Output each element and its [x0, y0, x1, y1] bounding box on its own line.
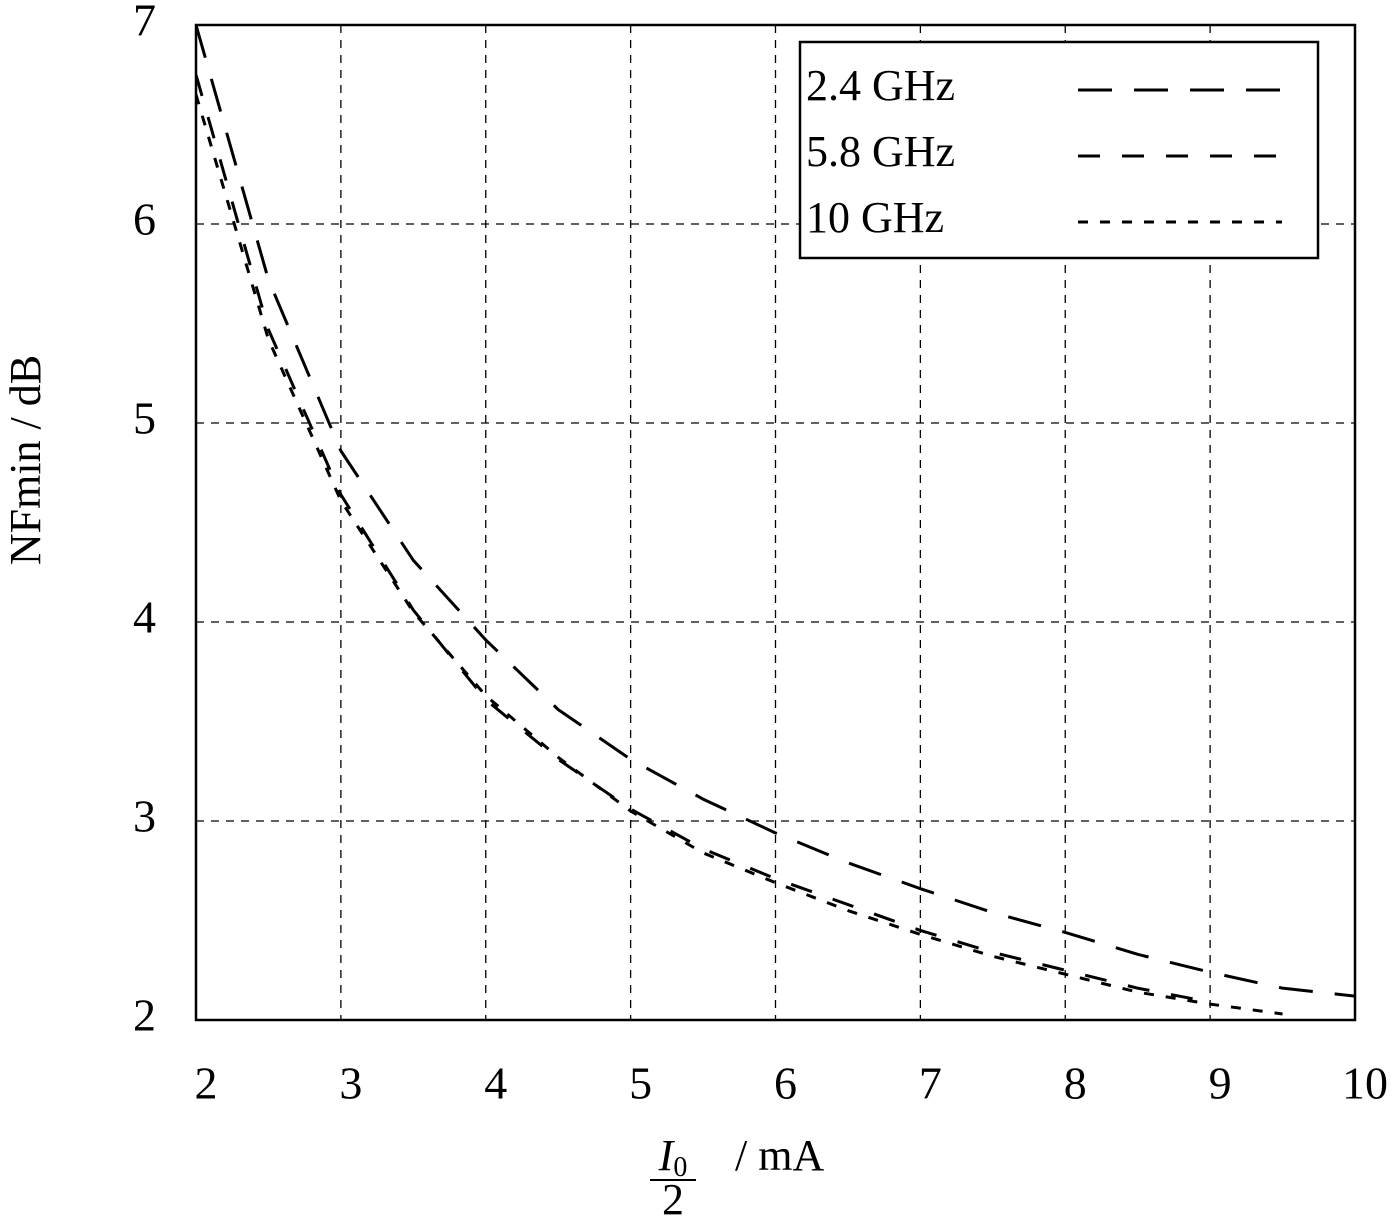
- y-tick-label: 5: [133, 393, 156, 444]
- series-line: [196, 94, 1283, 1016]
- x-tick-label: 4: [484, 1058, 507, 1109]
- x-tick-label: 3: [339, 1058, 362, 1109]
- y-tick-label: 3: [133, 791, 156, 842]
- x-label-unit: / mA: [735, 1131, 824, 1180]
- series-line: [196, 25, 1355, 998]
- plot-frame: [194, 23, 1357, 1022]
- y-axis-label: NFmin / dB: [1, 355, 50, 565]
- x-label-subscript: 0: [673, 1152, 687, 1183]
- series-line: [196, 74, 1211, 1004]
- x-tick-label: 5: [629, 1058, 652, 1109]
- x-tick-label: 9: [1209, 1058, 1232, 1109]
- legend-label: 10 GHz: [806, 193, 944, 242]
- x-tick-label: 10: [1342, 1058, 1388, 1109]
- legend-label: 5.8 GHz: [806, 127, 955, 176]
- x-tick-label: 7: [919, 1058, 942, 1109]
- legend-label: 2.4 GHz: [806, 61, 955, 110]
- x-label-symbol: I: [658, 1131, 676, 1180]
- x-tick-label: 6: [774, 1058, 797, 1109]
- y-tick-label: 7: [133, 0, 156, 46]
- x-tick-label: 2: [195, 1058, 218, 1109]
- x-label-denominator: 2: [662, 1175, 684, 1224]
- y-tick-label: 4: [133, 592, 156, 643]
- y-tick-label: 6: [133, 194, 156, 245]
- legend-box: [798, 40, 1320, 260]
- x-tick-label: 8: [1064, 1058, 1087, 1109]
- x-label-numerator: I0: [658, 1131, 688, 1183]
- y-tick-label: 2: [133, 990, 156, 1041]
